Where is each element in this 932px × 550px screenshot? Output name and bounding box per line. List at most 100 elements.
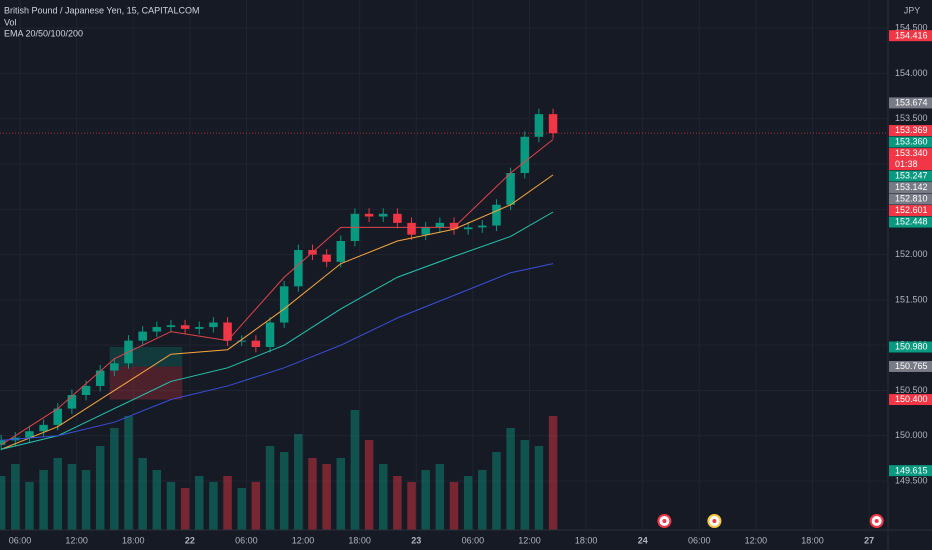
volume-bar [350, 410, 360, 530]
candle-body [378, 213, 388, 217]
volume-bar [223, 476, 232, 530]
price-badge-label: 154.416 [895, 30, 928, 40]
volume-bar [322, 464, 331, 530]
candle-body [478, 225, 487, 228]
candle-body [152, 327, 162, 332]
ema-line [1, 263, 554, 441]
candle-body [336, 240, 346, 262]
x-tick-label: 06:00 [688, 535, 711, 545]
x-tick-label: 12:00 [65, 535, 88, 545]
candle-body [81, 385, 91, 396]
y-tick-label: 150.000 [895, 430, 928, 440]
y-tick-label: 154.500 [895, 22, 928, 32]
y-tick-label: 153.500 [895, 113, 928, 123]
volume-label: Vol [4, 17, 17, 27]
candle-body [534, 114, 544, 137]
x-tick-label: 22 [185, 535, 195, 545]
volume-bar [294, 434, 303, 530]
price-badge-label: 153.674 [895, 98, 928, 108]
volume-bar [251, 482, 261, 530]
price-badge [889, 394, 932, 406]
volume-bar [180, 488, 190, 530]
y-tick-label: 151.500 [895, 294, 928, 304]
volume-bar [95, 446, 105, 530]
x-tick-label: 18:00 [122, 535, 145, 545]
candle-body [520, 136, 530, 174]
symbol-title: British Pound / Japanese Yen, 15, CAPITA… [4, 5, 199, 15]
candle-body [279, 286, 289, 323]
volume-bar [166, 482, 176, 530]
price-badge-label: 153.340 [895, 148, 928, 158]
volume-bar [195, 476, 204, 530]
candle-body [195, 327, 204, 329]
candle-body [506, 173, 515, 205]
candle-body [449, 222, 459, 230]
candle-body [95, 370, 105, 386]
candle-body [435, 222, 445, 228]
candle-body [548, 114, 558, 134]
candle-body [53, 408, 62, 425]
candle-body [180, 325, 190, 329]
price-badge-label: 153.142 [895, 182, 928, 192]
x-tick-label: 18:00 [801, 535, 824, 545]
volume-bar [67, 464, 77, 530]
price-badge [889, 465, 932, 477]
event-dot [712, 519, 717, 523]
volume-bar [449, 482, 459, 530]
x-tick-label: 24 [638, 535, 648, 545]
candle-body [407, 222, 416, 235]
volume-bar [506, 428, 515, 530]
volume-bar [138, 458, 147, 530]
x-tick-label: 12:00 [292, 535, 315, 545]
x-tick-label: 12:00 [518, 535, 541, 545]
candle-body [421, 227, 430, 235]
volume-bar [492, 452, 501, 530]
y-tick-label: 150.500 [895, 385, 928, 395]
candle-body [166, 325, 176, 328]
price-badge-label: 150.400 [895, 394, 928, 404]
price-badge [889, 360, 932, 372]
x-tick-label: 27 [864, 535, 874, 545]
price-badge-label: 152.601 [895, 205, 928, 215]
candle-body [39, 424, 48, 432]
price-badge [889, 97, 932, 109]
volume-bar [548, 416, 558, 530]
candle-body [251, 340, 261, 347]
volume-bar [435, 464, 445, 530]
volume-bar [534, 446, 544, 530]
ema-line [0, 174, 554, 450]
indicator-label: EMA 20/50/100/200 [4, 28, 83, 38]
countdown-label: 01:38 [895, 159, 918, 169]
volume-bar [209, 482, 218, 530]
candle-body [393, 213, 402, 223]
volume-bar [407, 482, 416, 530]
x-tick-label: 18:00 [348, 535, 371, 545]
price-badge [889, 193, 932, 205]
event-dot [874, 519, 879, 523]
x-tick-label: 06:00 [235, 535, 258, 545]
volume-bar [378, 464, 388, 530]
candle-body [138, 331, 147, 341]
volume-bar [279, 452, 289, 530]
price-badge [889, 216, 932, 228]
price-badge [889, 341, 932, 353]
volume-bar [421, 470, 430, 530]
price-badge [889, 182, 932, 194]
volume-bar [25, 482, 34, 530]
price-badge [889, 148, 932, 171]
price-badge [889, 30, 932, 42]
volume-bar [0, 476, 6, 530]
volume-bar [124, 416, 133, 530]
price-badge [889, 136, 932, 148]
candle-body [364, 213, 374, 217]
candle-body [209, 322, 218, 328]
volume-bar [11, 464, 20, 530]
x-tick-label: 06:00 [9, 535, 32, 545]
candle-body [25, 431, 34, 438]
price-badge-label: 153.369 [895, 125, 928, 135]
price-badge-label: 153.247 [895, 171, 928, 181]
price-badge-label: 150.765 [895, 361, 928, 371]
volume-bar [393, 476, 402, 530]
